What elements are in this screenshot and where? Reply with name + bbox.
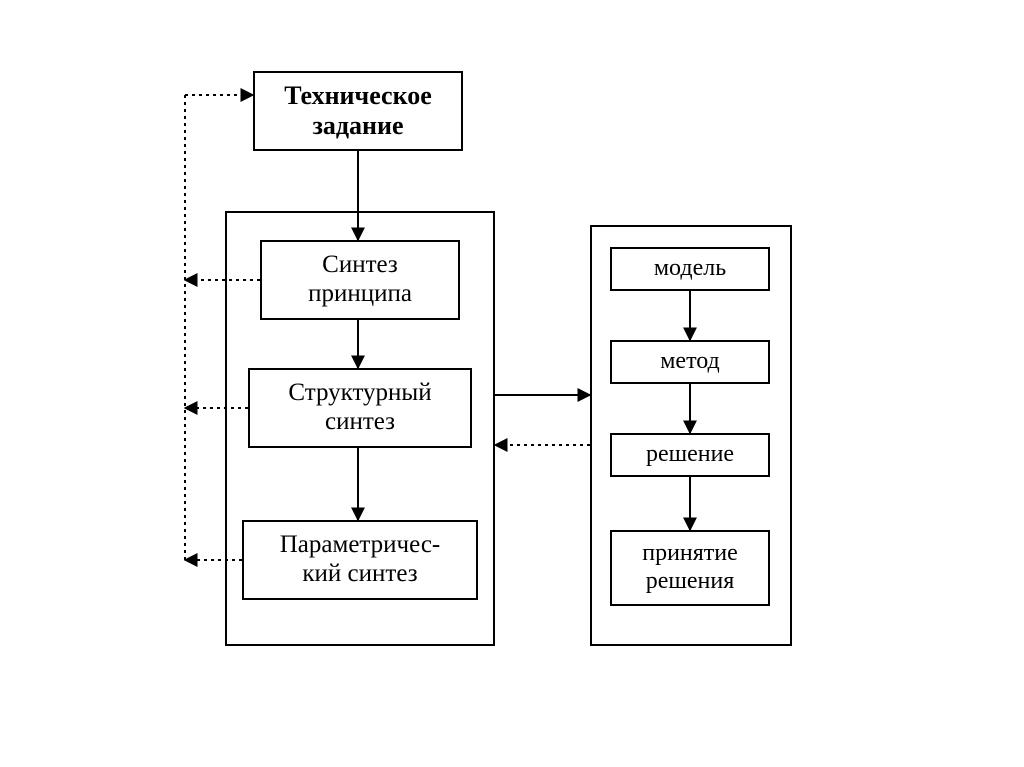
node-synthesis-principle: Синтезпринципа xyxy=(260,240,460,320)
node-label: принятиерешения xyxy=(642,540,738,595)
node-label: метод xyxy=(660,348,720,376)
node-model: модель xyxy=(610,247,770,291)
node-tech-task: Техническоезадание xyxy=(253,71,463,151)
node-label: Структурныйсинтез xyxy=(288,379,431,437)
node-label: Синтезпринципа xyxy=(308,251,412,309)
node-label: Техническоезадание xyxy=(284,81,432,141)
node-structural-synthesis: Структурныйсинтез xyxy=(248,368,472,448)
node-label: модель xyxy=(654,255,726,283)
node-label: Параметричес-кий синтез xyxy=(280,531,441,589)
node-parametric-synthesis: Параметричес-кий синтез xyxy=(242,520,478,600)
edges-layer xyxy=(0,0,1024,767)
diagram-canvas: Техническоезадание Синтезпринципа Структ… xyxy=(0,0,1024,767)
node-decision: принятиерешения xyxy=(610,530,770,606)
node-method: метод xyxy=(610,340,770,384)
node-solution: решение xyxy=(610,433,770,477)
node-label: решение xyxy=(646,441,734,469)
